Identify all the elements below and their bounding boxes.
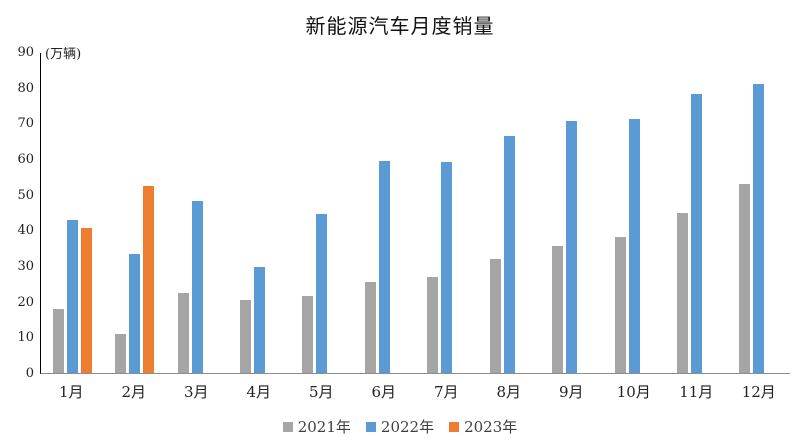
- x-tick-label-7月: 7月: [433, 383, 459, 401]
- x-tick-label-6月: 6月: [371, 383, 397, 401]
- y-tick-label-60: 60: [17, 152, 34, 167]
- bar-2021年-8月: [489, 258, 501, 373]
- y-tick-label-0: 0: [25, 366, 34, 381]
- legend-swatch-2021年: [282, 421, 293, 432]
- x-tick-label-3月: 3月: [183, 383, 209, 401]
- x-tick-label-8月: 8月: [496, 383, 522, 401]
- x-tick-label-5月: 5月: [308, 383, 334, 401]
- bar-group-7月: [416, 53, 478, 373]
- x-tick-label-11月: 11月: [679, 383, 714, 401]
- bar-2021年-5月: [302, 295, 314, 373]
- x-tick-label-2月: 2月: [121, 383, 147, 401]
- bar-2021年-7月: [427, 276, 439, 373]
- bar-2021年-11月: [676, 213, 688, 373]
- bar-2022年-12月: [753, 83, 765, 373]
- y-axis-unit-label: (万辆): [45, 47, 82, 62]
- bar-2022年-6月: [378, 161, 390, 373]
- x-tick-label-1月: 1月: [58, 383, 84, 401]
- legend-label-2021年: 2021年: [297, 418, 351, 436]
- bar-group-11月: [665, 53, 727, 373]
- bar-2021年-3月: [177, 292, 189, 373]
- bar-group-1月: [41, 53, 103, 373]
- legend-swatch-2023年: [449, 421, 460, 432]
- bar-group-12月: [728, 53, 790, 373]
- bar-group-2月: [103, 53, 165, 373]
- bar-2022年-3月: [191, 200, 203, 373]
- bar-2021年-1月: [52, 309, 64, 373]
- chart-title: 新能源汽车月度销量: [305, 14, 495, 38]
- x-tick-label-10月: 10月: [616, 383, 651, 401]
- bar-2022年-10月: [628, 119, 640, 373]
- bar-group-9月: [540, 53, 602, 373]
- bar-group-8月: [478, 53, 540, 373]
- legend-item-2023年: 2023年: [449, 416, 517, 437]
- legend-label-2022年: 2022年: [380, 418, 435, 436]
- y-tick-label-70: 70: [17, 116, 34, 132]
- x-tick-label-9月: 9月: [558, 383, 584, 401]
- bar-2022年-4月: [253, 266, 265, 373]
- bar-2022年-9月: [566, 121, 578, 373]
- bar-group-6月: [353, 53, 415, 373]
- bar-2022年-8月: [503, 136, 515, 373]
- y-tick-label-10: 10: [17, 330, 34, 346]
- y-tick-label-90: 90: [17, 45, 34, 60]
- x-tick-label-4月: 4月: [246, 383, 272, 401]
- bar-2023年-1月: [80, 227, 92, 373]
- bar-2022年-11月: [690, 93, 702, 373]
- legend: 2021年 2022年 2023年: [0, 416, 800, 437]
- bar-2021年-2月: [115, 333, 127, 373]
- bar-2022年-7月: [441, 162, 453, 373]
- bar-2022年-2月: [129, 254, 141, 373]
- bar-group-4月: [228, 53, 290, 373]
- bar-2021年-4月: [239, 299, 251, 373]
- y-tick-label-30: 30: [17, 259, 34, 274]
- bar-2021年-6月: [364, 281, 376, 373]
- bar-group-3月: [166, 53, 228, 373]
- bar-2021年-9月: [552, 246, 564, 373]
- y-axis-ticks: 0 10 20 30 40 50 60 70 80 90: [0, 45, 34, 381]
- legend-item-2022年: 2022年: [365, 416, 435, 437]
- x-axis-labels: 1月 2月 3月 4月 5月 6月 7月 8月 9月 10月 11月 12月: [40, 381, 790, 402]
- bar-2023年-2月: [143, 186, 155, 373]
- y-tick-label-20: 20: [17, 294, 34, 310]
- legend-item-2021年: 2021年: [282, 416, 351, 437]
- y-tick-label-50: 50: [17, 187, 34, 203]
- bar-group-10月: [603, 53, 665, 373]
- x-tick-label-12月: 12月: [741, 383, 776, 401]
- bar-2022年-5月: [316, 214, 328, 373]
- bar-2022年-1月: [66, 219, 78, 373]
- bar-2021年-10月: [614, 236, 626, 373]
- bar-2021年-12月: [739, 184, 751, 373]
- legend-label-2023年: 2023年: [464, 418, 518, 436]
- y-tick-label-80: 80: [17, 80, 34, 96]
- legend-swatch-2022年: [365, 421, 376, 432]
- plot-area: [40, 53, 790, 374]
- bar-group-5月: [291, 53, 353, 373]
- y-tick-label-40: 40: [17, 223, 34, 239]
